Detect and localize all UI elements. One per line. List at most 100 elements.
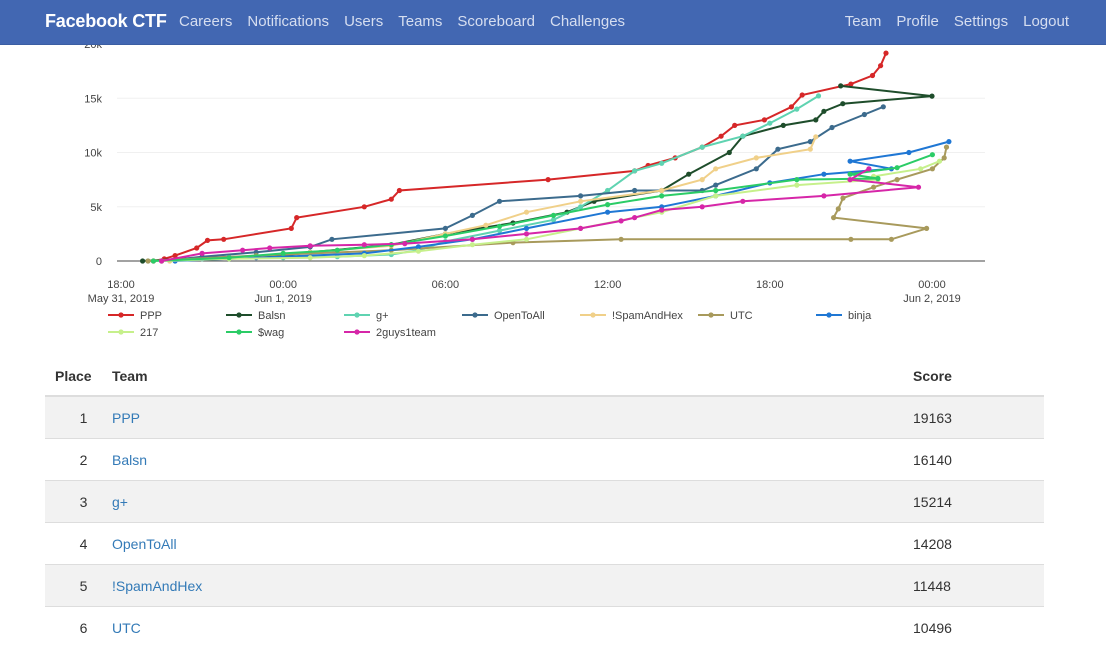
data-point [895,177,900,182]
data-point [267,245,272,250]
data-point [605,210,610,215]
data-point [881,104,886,109]
data-point [775,147,780,152]
team-link[interactable]: OpenToAll [112,536,177,552]
data-point [659,207,664,212]
data-point [524,231,529,236]
legend-label: $wag [258,327,284,339]
data-point [794,177,799,182]
data-point [794,183,799,188]
data-point [813,134,818,139]
data-point [362,242,367,247]
data-point [781,123,786,128]
nav-logout[interactable]: Logout [1023,13,1069,30]
nav-careers[interactable]: Careers [179,13,232,30]
place-header: Place [45,357,112,396]
legend-label: Balsn [258,310,286,322]
data-point [831,215,836,220]
data-point [397,188,402,193]
data-point [821,193,826,198]
data-point [194,245,199,250]
legend-swatch-point [236,312,241,317]
team-link[interactable]: Balsn [112,452,147,468]
nav-challenges[interactable]: Challenges [550,13,625,30]
data-point [497,224,502,229]
nav-scoreboard[interactable]: Scoreboard [457,13,535,30]
data-point [335,248,340,253]
data-point [497,199,502,204]
data-point [789,104,794,109]
nav-teams[interactable]: Teams [398,13,442,30]
legend-label: 2guys1team [376,327,436,339]
legend-swatch-point [472,312,477,317]
data-point [470,237,475,242]
legend-label: binja [848,310,872,322]
data-point [719,134,724,139]
team-cell: g+ [112,481,913,523]
data-point [821,172,826,177]
data-point [205,238,210,243]
data-point [875,176,880,181]
data-point [329,237,334,242]
brand-link[interactable]: Facebook CTF [45,11,167,32]
data-point [140,258,145,263]
legend-swatch-point [236,329,241,334]
data-point [713,166,718,171]
data-point [813,117,818,122]
legend-swatch-point [118,329,123,334]
data-point [836,206,841,211]
data-point [762,117,767,122]
nav-team[interactable]: Team [845,13,882,30]
data-point [227,255,232,260]
x-tick-label: 00:00 [918,279,946,291]
top-navbar: Facebook CTF Careers Notifications Users… [0,0,1106,45]
data-point [866,166,871,171]
data-point [713,188,718,193]
score-header: Score [913,357,1044,396]
data-point [878,63,883,68]
series-line-Balsn [143,86,932,261]
data-point [906,150,911,155]
data-point [389,197,394,202]
legend-swatch-point [708,312,713,317]
data-point [524,237,529,242]
scoreboard-header: Place Team Score [45,357,1044,396]
legend-swatch-point [354,312,359,317]
nav-profile[interactable]: Profile [896,13,939,30]
data-point [619,237,624,242]
legend-label: !SpamAndHex [612,310,683,322]
team-cell: OpenToAll [112,523,913,565]
data-point [470,242,475,247]
place-cell: 2 [45,439,112,481]
nav-settings[interactable]: Settings [954,13,1008,30]
team-link[interactable]: !SpamAndHex [112,578,202,594]
team-cell: Balsn [112,439,913,481]
legend-label: OpenToAll [494,310,545,322]
team-link[interactable]: g+ [112,494,128,510]
nav-users[interactable]: Users [344,13,383,30]
data-point [659,193,664,198]
data-point [821,109,826,114]
team-link[interactable]: PPP [112,410,140,426]
team-link[interactable]: UTC [112,620,141,636]
nav-notifications[interactable]: Notifications [247,13,329,30]
legend-label: PPP [140,310,162,322]
team-header: Team [112,357,913,396]
data-point [546,177,551,182]
y-tick-label: 5k [90,202,102,214]
series-line-UTC [148,147,947,261]
data-point [937,159,942,164]
data-point [740,199,745,204]
y-tick-label: 0 [96,256,102,268]
data-point [840,101,845,106]
data-point [294,215,299,220]
team-cell: UTC [112,607,913,648]
data-point [800,92,805,97]
data-point [578,193,583,198]
data-point [848,237,853,242]
